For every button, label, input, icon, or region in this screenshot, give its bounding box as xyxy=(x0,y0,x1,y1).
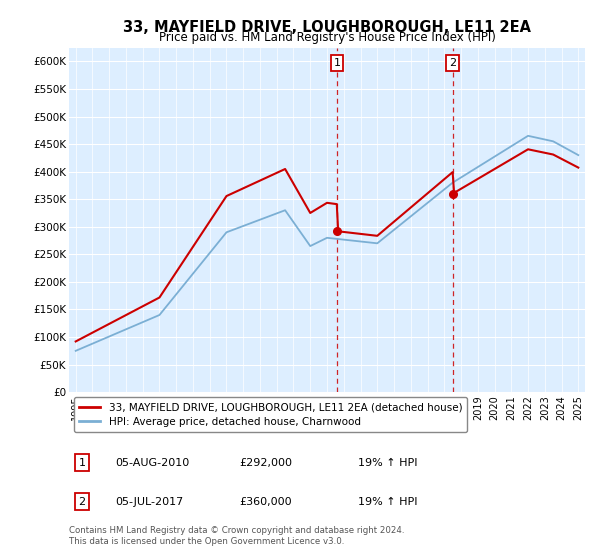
Text: 2: 2 xyxy=(79,497,85,507)
Text: 19% ↑ HPI: 19% ↑ HPI xyxy=(358,497,418,507)
Text: 05-JUL-2017: 05-JUL-2017 xyxy=(115,497,184,507)
Text: 05-AUG-2010: 05-AUG-2010 xyxy=(115,458,190,468)
Text: 1: 1 xyxy=(334,58,341,68)
Text: 19% ↑ HPI: 19% ↑ HPI xyxy=(358,458,418,468)
Text: £292,000: £292,000 xyxy=(239,458,292,468)
Text: 33, MAYFIELD DRIVE, LOUGHBOROUGH, LE11 2EA: 33, MAYFIELD DRIVE, LOUGHBOROUGH, LE11 2… xyxy=(123,20,531,35)
Text: Contains HM Land Registry data © Crown copyright and database right 2024.
This d: Contains HM Land Registry data © Crown c… xyxy=(69,526,404,545)
Text: 1: 1 xyxy=(79,458,85,468)
Text: £360,000: £360,000 xyxy=(239,497,292,507)
Text: 2: 2 xyxy=(449,58,456,68)
Legend: 33, MAYFIELD DRIVE, LOUGHBOROUGH, LE11 2EA (detached house), HPI: Average price,: 33, MAYFIELD DRIVE, LOUGHBOROUGH, LE11 2… xyxy=(74,398,467,432)
Text: Price paid vs. HM Land Registry's House Price Index (HPI): Price paid vs. HM Land Registry's House … xyxy=(158,31,496,44)
